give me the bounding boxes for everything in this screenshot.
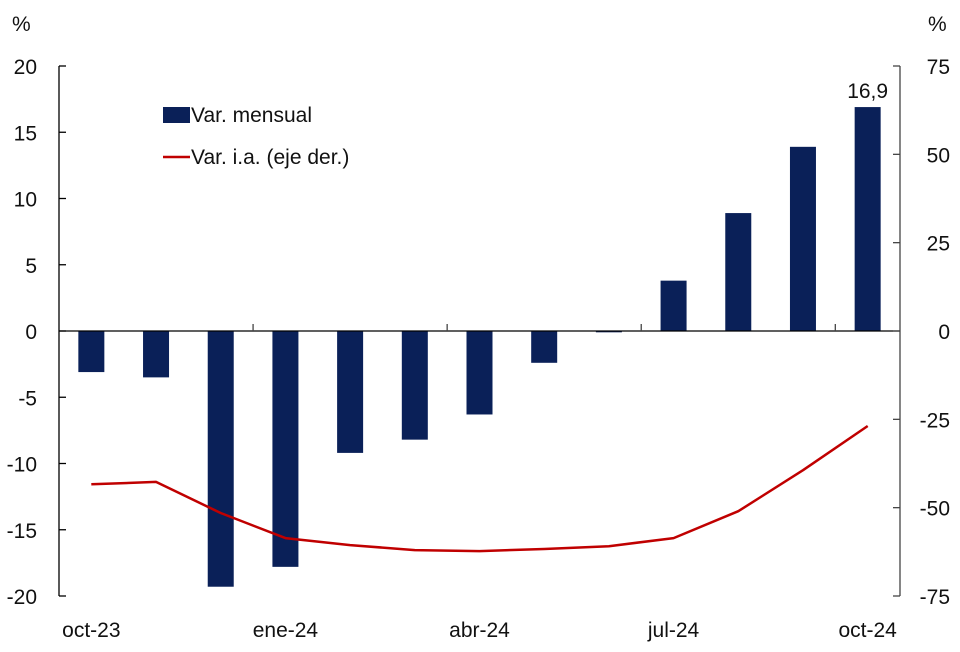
bar-may-24 bbox=[531, 331, 558, 363]
y-tick-label-left: 0 bbox=[25, 321, 37, 344]
x-tick-label: ene-24 bbox=[253, 619, 319, 642]
y-tick-label-left: -20 bbox=[7, 586, 37, 609]
bar-nov-23 bbox=[143, 331, 170, 378]
y-tick-label-left: -10 bbox=[7, 454, 37, 477]
line-var-ia bbox=[91, 424, 869, 553]
y-tick-label-right: 25 bbox=[927, 233, 950, 256]
y-axis-unit-left: % bbox=[12, 13, 31, 36]
data-label-last-bar: 16,9 bbox=[847, 80, 888, 103]
bar-ago-24 bbox=[725, 213, 752, 331]
y-tick-label-right: 50 bbox=[927, 144, 950, 167]
bar-sep-24 bbox=[789, 146, 816, 331]
x-tick-label: abr-24 bbox=[449, 619, 510, 642]
y-tick-label-right: 75 bbox=[927, 56, 950, 79]
x-tick-label: oct-23 bbox=[62, 619, 120, 642]
legend: Var. mensual Var. i.a. (eje der.) bbox=[163, 104, 349, 169]
bar-mar-24 bbox=[401, 331, 428, 440]
line-series bbox=[91, 424, 869, 553]
y-tick-label-right: -50 bbox=[920, 498, 950, 521]
y-axis-unit-right: % bbox=[928, 13, 947, 36]
bar-dic-23 bbox=[207, 331, 234, 587]
y-tick-label-left: -15 bbox=[7, 520, 37, 543]
legend-swatch-bar bbox=[163, 107, 190, 123]
bar-ene-24 bbox=[272, 331, 299, 567]
bar-abr-24 bbox=[466, 331, 493, 415]
bar-jun-24 bbox=[595, 331, 622, 333]
bar-jul-24 bbox=[660, 280, 687, 331]
bar-oct-23 bbox=[78, 331, 105, 373]
legend-label-line: Var. i.a. (eje der.) bbox=[191, 146, 349, 169]
y-tick-label-left: 5 bbox=[25, 255, 37, 278]
bar-feb-24 bbox=[337, 331, 364, 453]
legend-label-bar: Var. mensual bbox=[191, 104, 312, 127]
x-tick-label: oct-24 bbox=[838, 619, 897, 642]
y-tick-label-right: 0 bbox=[938, 321, 950, 344]
y-tick-label-left: 15 bbox=[14, 122, 37, 145]
y-tick-label-left: 10 bbox=[14, 189, 37, 212]
bar-oct-24 bbox=[854, 107, 881, 331]
x-tick-label: jul-24 bbox=[647, 619, 700, 642]
y-tick-label-left: 20 bbox=[14, 56, 37, 79]
axes bbox=[58, 65, 901, 597]
y-tick-label-right: -25 bbox=[920, 409, 950, 432]
y-tick-label-right: -75 bbox=[920, 586, 950, 609]
y-tick-label-left: -5 bbox=[18, 387, 37, 410]
bar-series bbox=[78, 107, 881, 587]
